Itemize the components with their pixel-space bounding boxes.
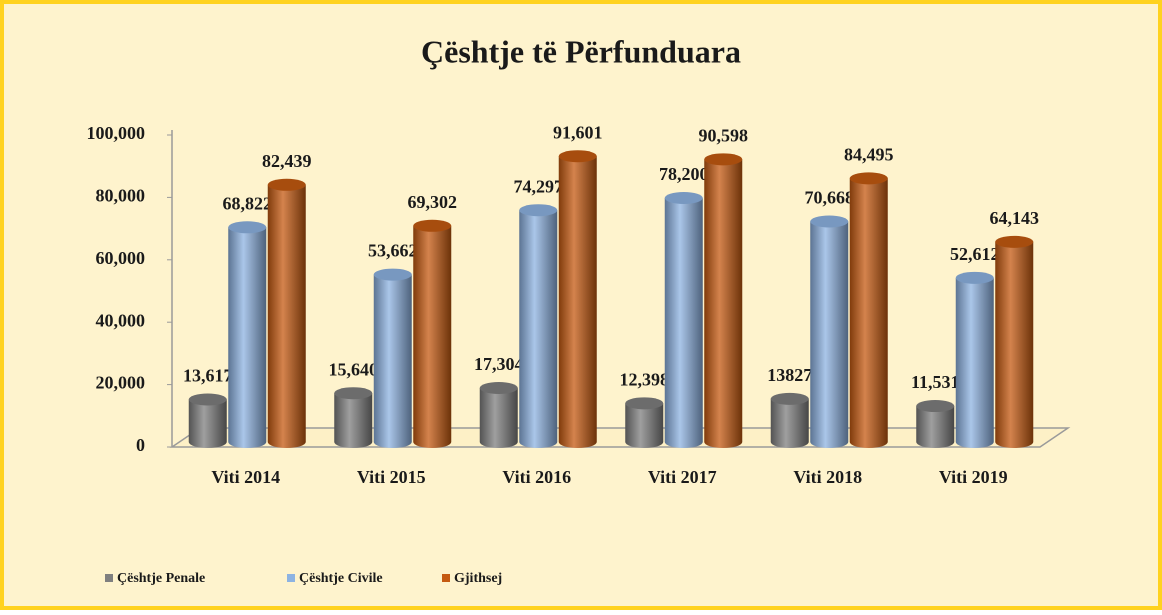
bar [519,210,558,449]
bar-cap [413,219,452,232]
data-label: 13,617 [183,366,233,386]
bar-cap [519,204,558,217]
bar-cap [558,150,597,163]
y-tick-label: 40,000 [96,310,146,330]
x-tick-label: Viti 2014 [211,467,280,487]
data-label: 78,200 [659,164,709,184]
bar [916,406,955,449]
data-label: 90,598 [699,125,749,145]
y-tick-label: 80,000 [96,186,146,206]
bar-cap [267,178,306,191]
data-label: 53,662 [368,241,418,261]
bar-cap [625,397,664,410]
y-tick-label: 0 [136,435,145,455]
data-label: 17,304 [474,354,524,374]
x-tick-label: Viti 2016 [502,467,571,487]
bar [373,274,412,449]
bar [228,227,267,449]
bar-cap [995,235,1034,248]
bar [267,184,306,449]
legend-label: Çështje Penale [117,571,205,586]
data-label: 64,143 [990,208,1040,228]
bar [188,399,227,449]
x-tick-label: Viti 2015 [357,467,426,487]
x-tick-label: Viti 2018 [793,467,862,487]
bar [704,159,743,449]
bar-cap [188,393,227,406]
x-tick-label: Viti 2017 [648,467,717,487]
data-label: 82,439 [262,151,312,171]
bar [770,398,809,449]
legend-label: Gjithsej [454,571,502,586]
bar-cap [810,215,849,228]
bar-cap [228,221,267,234]
legend-label: Çështje Civile [299,571,383,586]
y-tick-label: 60,000 [96,248,146,268]
bar-cap [770,392,809,405]
data-label: 70,668 [805,188,855,208]
y-tick-label: 100,000 [87,123,146,143]
bar-cap [704,153,743,166]
bar-cap [955,271,994,284]
legend-swatch [442,574,450,582]
bar [479,388,518,449]
bar [849,178,888,449]
chart-title: Çështje të Përfunduara [421,33,741,69]
data-label: 11,531 [911,372,960,392]
data-label: 15,640 [329,359,379,379]
bar [625,403,664,449]
bar-cap [916,400,955,413]
bar-cap [664,192,703,205]
x-tick-label: Viti 2019 [939,467,1008,487]
data-label: 12,398 [620,369,670,389]
y-tick-label: 20,000 [96,373,146,393]
bar [558,156,597,449]
bar [955,277,994,449]
data-label: 84,495 [844,145,894,165]
bar [334,393,373,449]
data-label: 68,822 [223,193,273,213]
bar [810,221,849,449]
data-label: 13827 [767,365,812,385]
bar-cap [849,172,888,185]
bar-cap [479,382,518,395]
data-label: 52,612 [950,244,1000,264]
legend-swatch [287,574,295,582]
bar [995,241,1034,449]
legend-swatch [105,574,113,582]
bar-cap [373,268,412,281]
data-label: 74,297 [514,176,564,196]
bar [664,198,703,449]
bar-cap [334,387,373,400]
data-label: 69,302 [408,192,458,212]
data-label: 91,601 [553,122,603,142]
bar [413,225,452,449]
